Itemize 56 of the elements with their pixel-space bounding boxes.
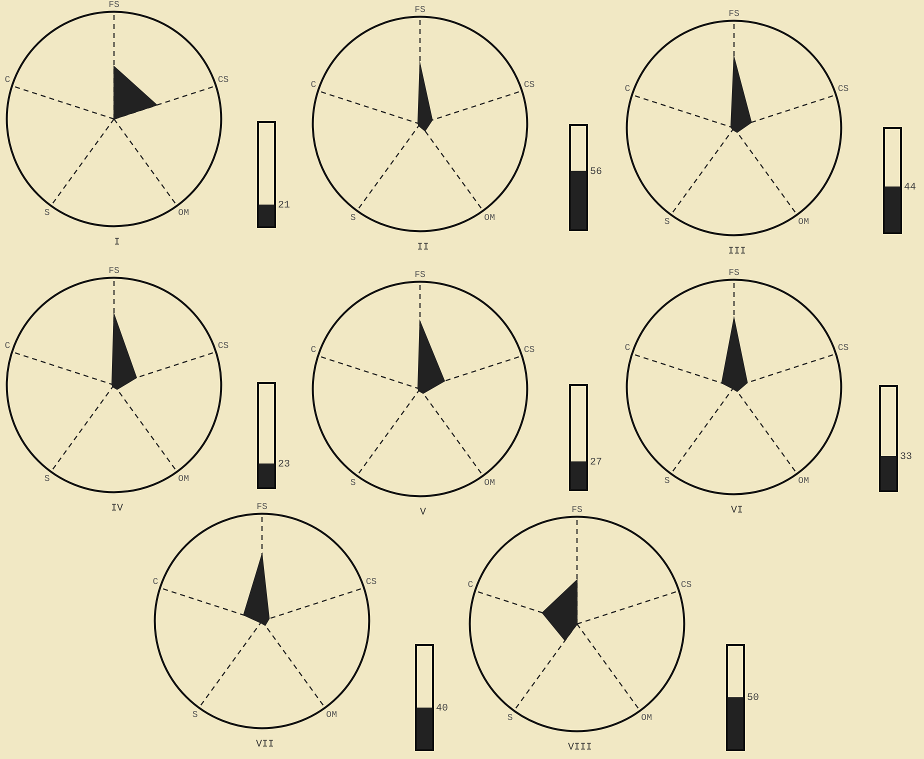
spoke-label: C (4, 75, 11, 86)
spoke-label: CS (838, 343, 849, 354)
spoke-label: S (350, 478, 356, 488)
spoke-label: OM (484, 478, 495, 488)
spoke-label: FS (414, 4, 426, 15)
text: I (114, 238, 120, 249)
spoke-label: C (310, 345, 317, 356)
spoke-label: S (44, 208, 50, 218)
spoke-label: CS (524, 80, 535, 90)
spoke-label: OM (798, 217, 809, 228)
data-label: 56 (590, 166, 602, 178)
data-label: 33 (900, 452, 912, 463)
spoke-label: OM (641, 713, 652, 724)
text: III (728, 246, 746, 258)
spoke-label: CS (218, 75, 229, 86)
spoke-label: C (468, 580, 474, 590)
spoke-label: FS (728, 8, 740, 19)
text: VI (730, 506, 744, 517)
data-label: 23 (278, 459, 290, 470)
data-label: 21 (278, 200, 290, 212)
spoke-label: C (4, 341, 11, 352)
spoke-label: C (624, 343, 631, 354)
text: II (416, 242, 430, 254)
data-label: 50 (747, 693, 760, 704)
spoke-label: OM (484, 213, 495, 224)
data-label: 40 (436, 704, 448, 715)
spoke-label: C (310, 80, 317, 90)
spoke-label: CS (524, 345, 535, 356)
spoke-label: OM (178, 474, 189, 484)
spoke-label: S (507, 713, 513, 724)
spoke-label: S (192, 710, 198, 720)
spoke-label: FS (108, 266, 120, 276)
spoke-label: CS (680, 580, 692, 590)
spoke-label: FS (728, 268, 740, 278)
spoke-label: FS (414, 270, 426, 280)
spoke-label: CS (218, 341, 229, 352)
spoke-label: S (350, 213, 356, 224)
spoke-label: C (152, 577, 159, 588)
spoke-label: FS (108, 0, 120, 10)
text: VII (256, 740, 274, 751)
text: V (420, 508, 426, 519)
text: VIII (568, 742, 592, 754)
data-label: 27 (590, 457, 602, 468)
data-label: 44 (904, 182, 916, 194)
spoke-label: C (624, 84, 631, 94)
spoke-label: FS (572, 504, 582, 515)
spoke-label: FS (256, 502, 268, 512)
spoke-label: S (44, 474, 50, 484)
spoke-label: CS (838, 84, 849, 94)
spoke-label: OM (326, 710, 337, 720)
spoke-label: OM (178, 208, 189, 218)
spoke-label: S (664, 217, 670, 228)
spoke-label: OM (798, 476, 809, 486)
spoke-label: CS (366, 577, 377, 588)
text: IV (110, 504, 124, 515)
spoke-label: S (664, 476, 670, 486)
